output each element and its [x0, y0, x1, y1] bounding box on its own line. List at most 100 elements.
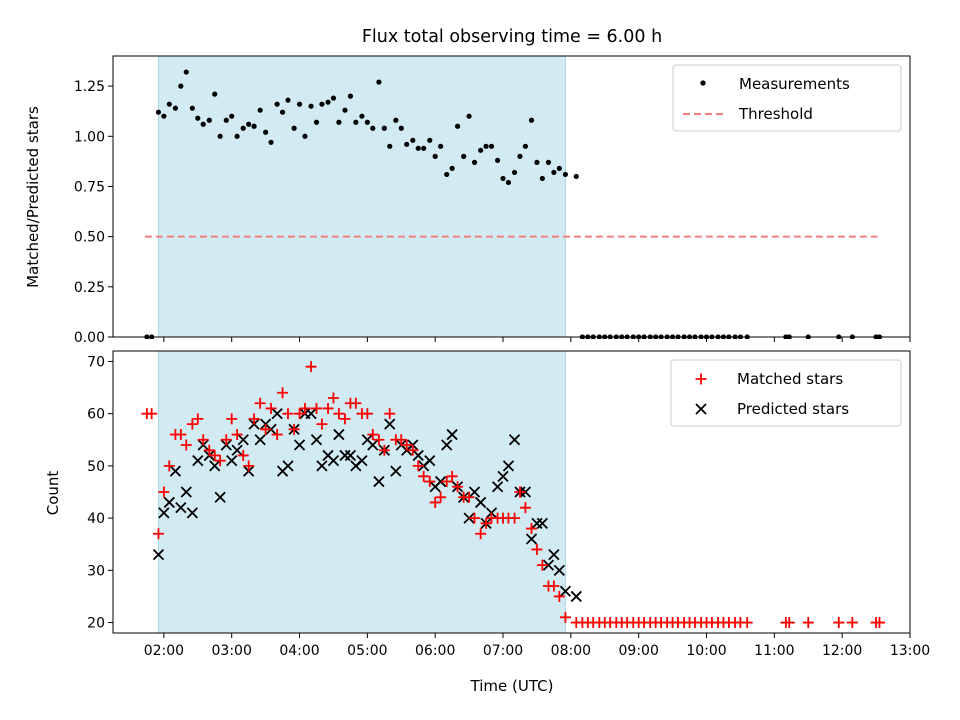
predicted-star-point — [542, 559, 555, 571]
measurement-point — [308, 103, 314, 109]
predicted-star-point — [180, 486, 192, 498]
measurement-point — [404, 141, 410, 147]
measurement-point — [257, 107, 263, 113]
matched-star-point — [146, 408, 158, 420]
matched-star-point — [514, 486, 526, 498]
predicted-star-point — [344, 449, 357, 462]
matched-star-point — [197, 434, 209, 446]
matched-star-point — [350, 397, 362, 409]
x-axis-label: Time (UTC) — [470, 677, 554, 695]
y-tick-label: 0.25 — [74, 280, 105, 296]
measurement-point — [393, 117, 399, 123]
measurement-point — [274, 101, 280, 107]
x-tick-label: 08:00 — [551, 643, 591, 659]
measurement-point — [319, 101, 325, 107]
measurement-point — [522, 143, 529, 149]
x-tick-label: 13:00 — [890, 643, 930, 659]
measurement-point — [545, 159, 552, 165]
measurement-point — [398, 125, 404, 131]
legend: Matched stars Predicted stars — [670, 359, 902, 427]
predicted-star-point — [333, 428, 345, 441]
y-tick-label: 70 — [87, 354, 105, 370]
matched-star-point — [214, 455, 226, 467]
measurement-point — [296, 101, 303, 107]
y-tick-label: 20 — [87, 616, 105, 632]
matched-star-point — [401, 439, 413, 451]
measurement-point — [206, 117, 212, 123]
matched-star-point — [429, 496, 441, 508]
measurement-point — [302, 133, 308, 139]
measurement-point — [478, 147, 484, 153]
measurement-point — [336, 119, 342, 125]
measurement-point — [212, 91, 218, 97]
measurement-point — [421, 145, 427, 151]
measurement-point — [494, 157, 501, 163]
matched-star-point — [282, 408, 294, 420]
measurement-point — [539, 175, 545, 182]
measurement-point — [166, 101, 172, 107]
matched-star-point — [299, 402, 311, 414]
matched-star-point — [305, 361, 317, 373]
legend-frame — [670, 359, 902, 427]
matched-star-point — [463, 491, 475, 503]
measurement-point — [517, 153, 523, 159]
y-tick-label: 1.25 — [74, 79, 105, 95]
matched-star-point — [407, 444, 419, 456]
predicted-star-point — [446, 428, 458, 441]
measurement-point — [313, 119, 320, 125]
legend-measurements-marker — [700, 80, 706, 86]
y-tick-label: 30 — [87, 563, 105, 579]
predicted-star-point — [384, 418, 396, 430]
matched-star-point — [548, 580, 560, 592]
predicted-star-point — [356, 455, 368, 467]
measurement-point — [178, 83, 184, 89]
y-tick-label: 0.50 — [74, 230, 105, 246]
predicted-star-point — [282, 460, 294, 472]
matched-star-point — [203, 444, 215, 456]
matched-star-point — [441, 476, 453, 488]
measurement-point — [376, 79, 382, 85]
x-tick-label: 02:00 — [144, 643, 184, 659]
predicted-star-point — [254, 434, 266, 446]
predicted-star-point — [491, 481, 504, 493]
predicted-star-point — [327, 455, 340, 467]
y-tick-label: 40 — [87, 511, 105, 527]
predicted-star-point — [412, 449, 424, 462]
measurement-point — [449, 165, 455, 171]
measurement-point — [155, 109, 162, 115]
legend-predicted-marker — [695, 403, 707, 415]
measurement-point — [240, 125, 246, 131]
measurement-point — [438, 143, 444, 149]
matched-star-point — [248, 413, 260, 425]
x-tick-label: 11:00 — [754, 643, 794, 659]
matched-star-point — [559, 611, 571, 623]
predicted-star-point — [434, 475, 447, 488]
axes-frame — [112, 55, 911, 338]
predicted-star-point — [525, 533, 538, 545]
matched-star-point — [339, 413, 351, 425]
y-tick-label: 50 — [87, 459, 105, 475]
matched-star-point — [327, 392, 339, 404]
predicted-star-point — [237, 434, 249, 446]
predicted-star-point — [373, 475, 385, 488]
matched-star-point — [802, 617, 814, 629]
matched-star-point — [175, 429, 187, 441]
predicted-star-point — [186, 507, 198, 519]
matched-star-point — [180, 439, 192, 451]
measurement-point — [246, 121, 252, 127]
y-tick-label: 60 — [87, 407, 105, 423]
predicted-star-point — [158, 507, 170, 519]
predicted-star-point — [175, 502, 187, 514]
matched-star-point — [373, 434, 385, 446]
measurement-point — [325, 99, 331, 105]
legend-label: Measurements — [739, 75, 850, 93]
matched-star-point — [509, 512, 521, 524]
measurement-point — [573, 173, 579, 180]
matched-star-point — [395, 434, 407, 446]
predicted-star-point — [424, 455, 436, 467]
predicted-star-point — [316, 460, 328, 472]
matched-star-point — [260, 423, 272, 435]
matched-star-point — [310, 402, 322, 414]
measurement-point — [183, 69, 189, 75]
matched-star-point — [412, 460, 424, 472]
